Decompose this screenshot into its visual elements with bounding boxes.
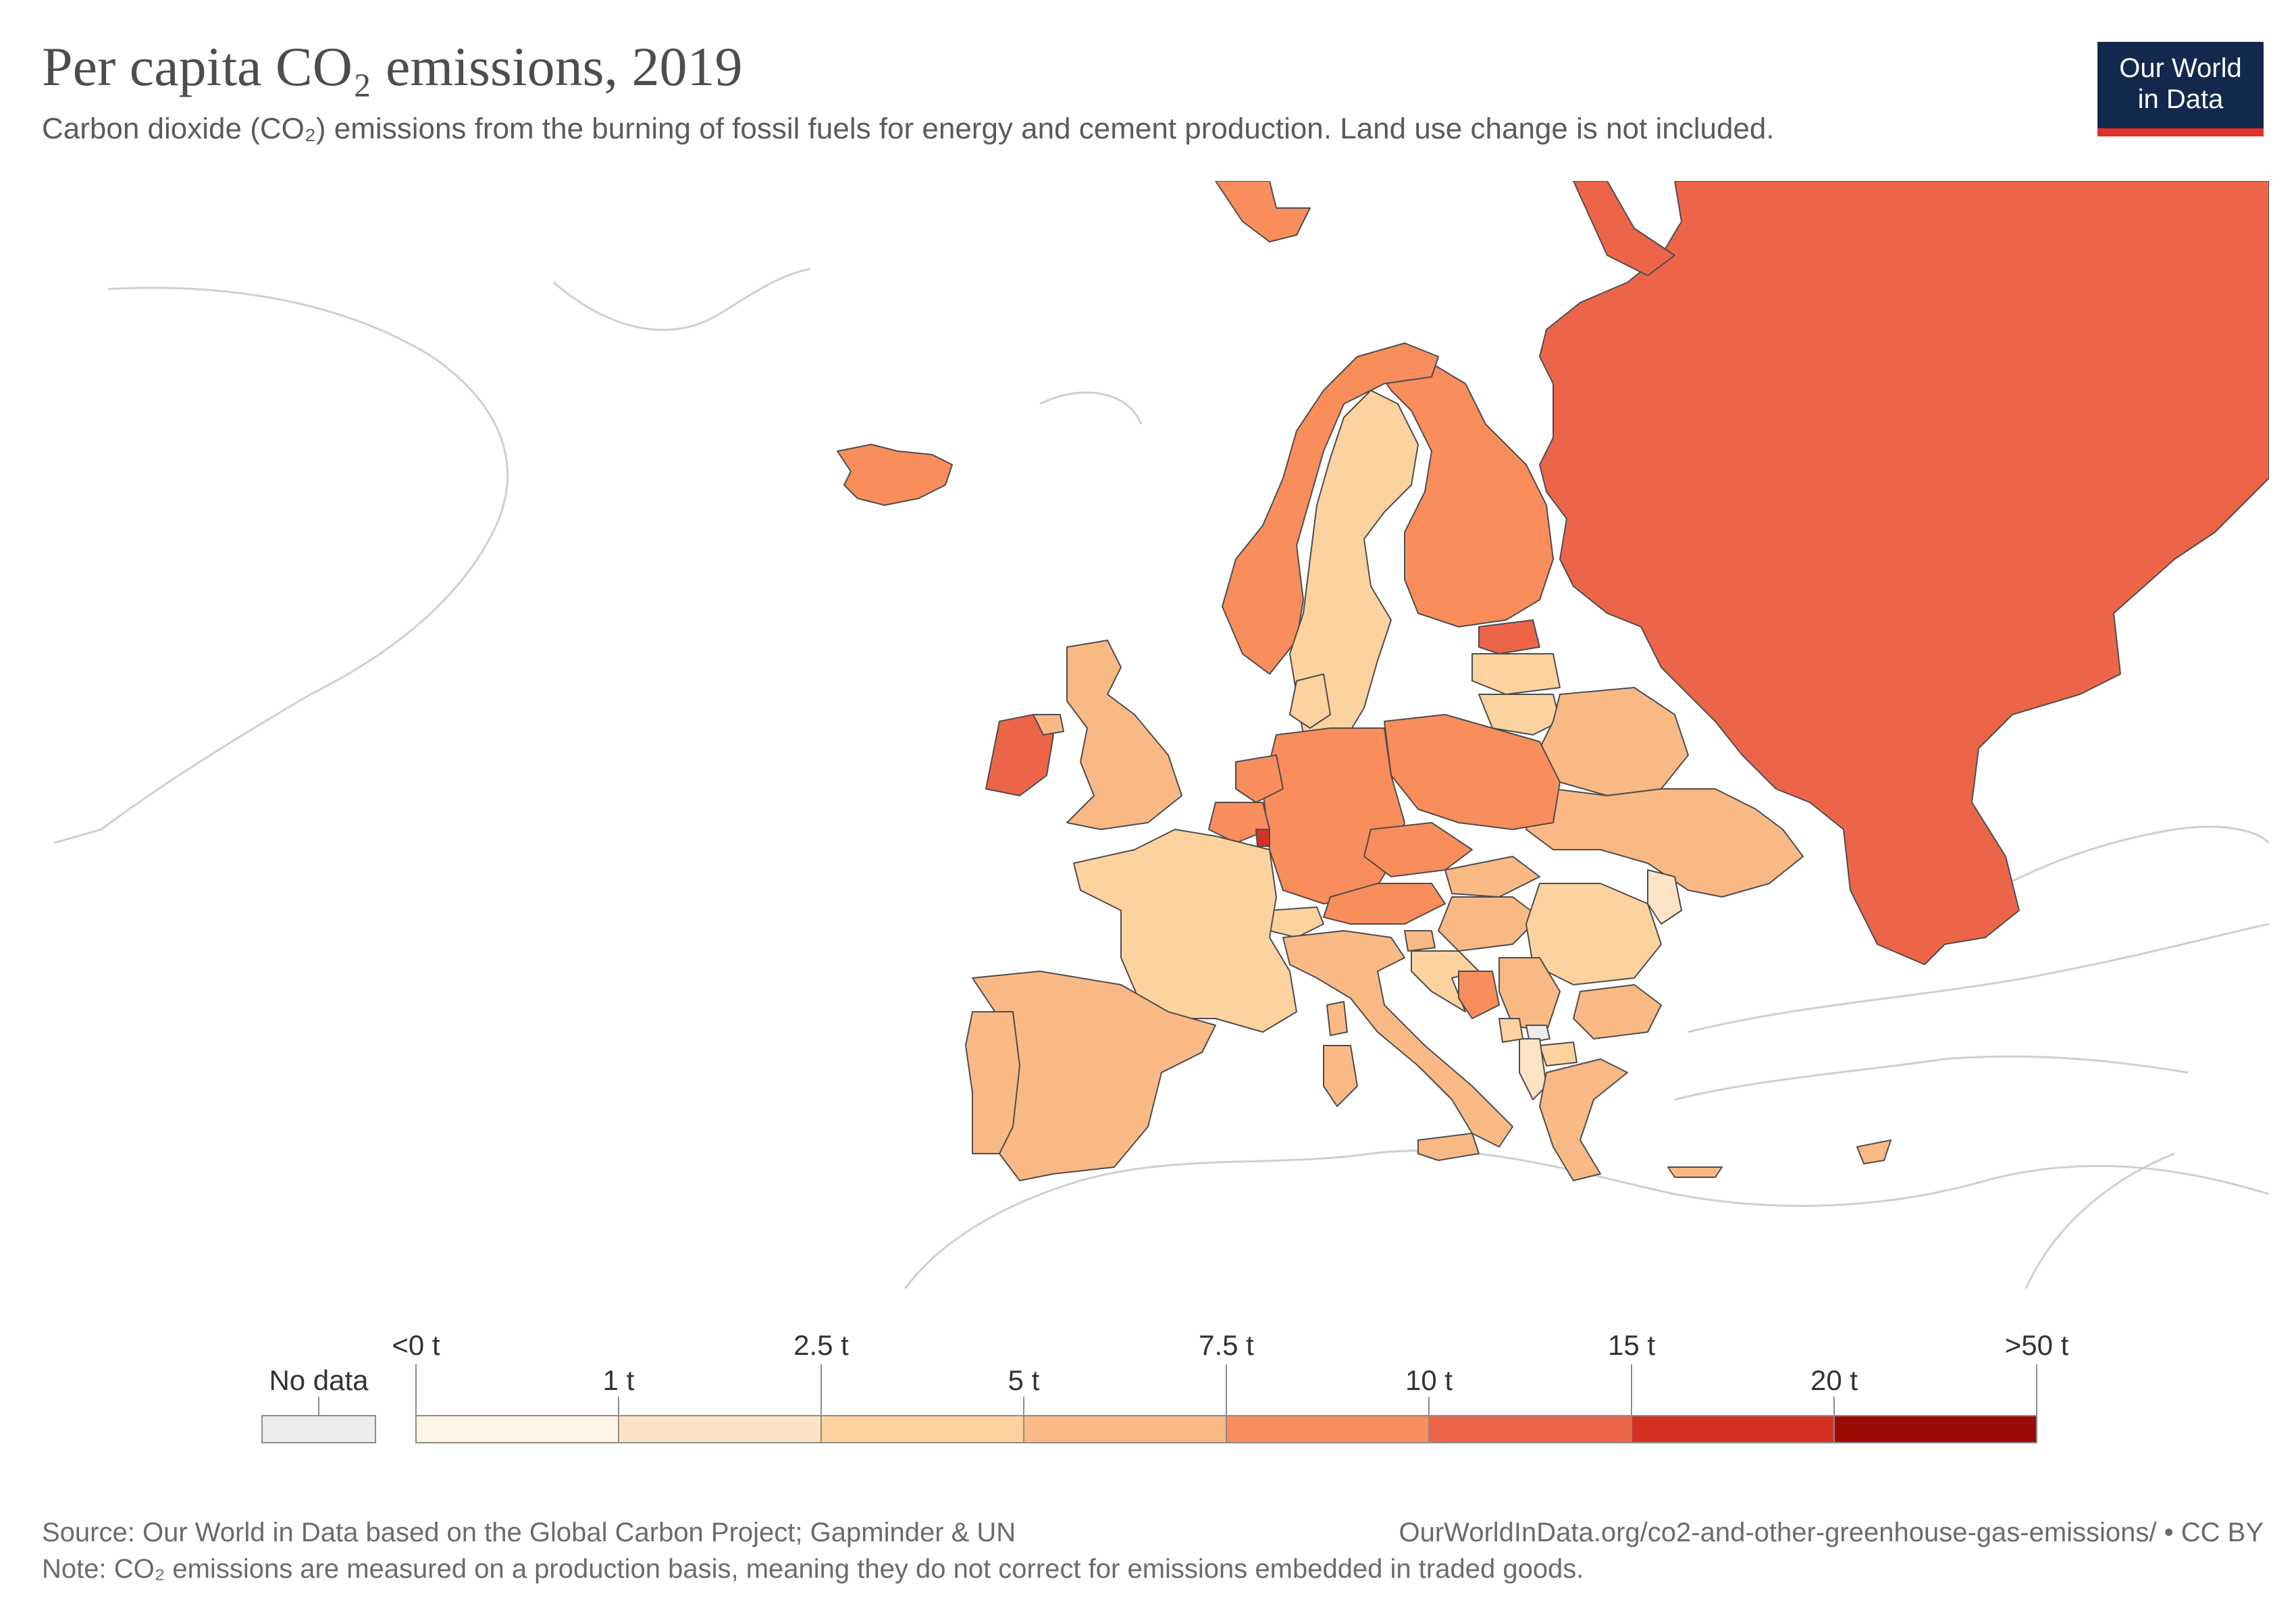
north-africa-outline xyxy=(904,1149,2269,1289)
legend-bin-7[interactable] xyxy=(1833,1415,2037,1443)
finland-region[interactable] xyxy=(1377,363,1554,627)
no-data-swatch[interactable] xyxy=(261,1415,376,1443)
owid-logo[interactable]: Our World in Data xyxy=(2097,42,2264,136)
source-text: Source: Our World in Data based on the G… xyxy=(42,1518,1016,1547)
legend-bin-2[interactable] xyxy=(820,1415,1024,1443)
note-text: Note: CO₂ emissions are measured on a pr… xyxy=(42,1554,1584,1584)
legend-tick-label-7: 20 t xyxy=(1810,1364,1858,1396)
north-macedonia-region[interactable] xyxy=(1539,1041,1577,1066)
cyprus-region[interactable] xyxy=(1856,1139,1891,1164)
legend-bin-0[interactable] xyxy=(415,1415,619,1443)
legend-tick-label-1: 1 t xyxy=(603,1364,635,1396)
poland-region[interactable] xyxy=(1384,714,1561,830)
novaya-zemlya-region[interactable] xyxy=(1573,181,1675,276)
montenegro-region[interactable] xyxy=(1498,1018,1523,1043)
legend-tick-label-5: 10 t xyxy=(1405,1364,1453,1396)
logo-line-2: in Data xyxy=(2137,84,2224,114)
chart-title: Per capita CO₂ emissions, 2019 xyxy=(42,36,743,97)
footer: Source: Our World in Data based on the G… xyxy=(42,1514,2264,1587)
latvia-region[interactable] xyxy=(1471,653,1561,695)
legend-tick-label-6: 15 t xyxy=(1608,1329,1655,1361)
luxembourg-region[interactable] xyxy=(1255,829,1270,847)
legend-bin-6[interactable] xyxy=(1631,1415,1835,1443)
belarus-region[interactable] xyxy=(1539,687,1689,796)
albania-region[interactable] xyxy=(1519,1038,1547,1100)
middle-east-outline xyxy=(1688,923,2269,1033)
canada-arctic-outline xyxy=(553,267,811,331)
color-legend: No data <0 t 1 t 2.5 t 5 t 7.5 t 10 t 15 t 20 t… xyxy=(261,1329,2069,1443)
crete-region[interactable] xyxy=(1667,1166,1723,1178)
logo-line-1: Our World xyxy=(2119,53,2242,83)
no-data-label: No data xyxy=(269,1364,369,1396)
legend-bin-5[interactable] xyxy=(1428,1415,1632,1443)
iceland-region[interactable] xyxy=(837,444,953,506)
portugal-region[interactable] xyxy=(965,1011,1020,1154)
austria-region[interactable] xyxy=(1323,883,1446,925)
italy-region[interactable] xyxy=(1282,930,1513,1148)
bosnia-region[interactable] xyxy=(1458,971,1500,1019)
legend-ticks: <0 t 1 t 2.5 t 5 t 7.5 t 10 t 15 t 20 t >50 t xyxy=(392,1329,2069,1443)
estonia-region[interactable] xyxy=(1478,619,1540,654)
russia-region[interactable] xyxy=(1539,181,2269,965)
corsica-region[interactable] xyxy=(1326,1001,1348,1036)
legend-tick-label-3: 5 t xyxy=(1008,1364,1040,1396)
moldova-region[interactable] xyxy=(1647,869,1682,925)
legend-tick-label-0: <0 t xyxy=(392,1329,440,1361)
hungary-region[interactable] xyxy=(1438,896,1540,952)
chart-subtitle: Carbon dioxide (CO₂) emissions from the … xyxy=(42,112,1775,145)
legend-tick-label-8: >50 t xyxy=(2005,1329,2069,1361)
arabia-outline xyxy=(2025,1152,2175,1289)
greece-region[interactable] xyxy=(1539,1058,1628,1181)
legend-bin-1[interactable] xyxy=(618,1415,822,1443)
legend-tick-label-2: 2.5 t xyxy=(793,1329,849,1361)
bulgaria-region[interactable] xyxy=(1573,984,1662,1039)
legend-tick-label-4: 7.5 t xyxy=(1199,1329,1254,1361)
lithuania-region[interactable] xyxy=(1478,694,1561,736)
romania-region[interactable] xyxy=(1525,883,1662,985)
svalbard-outline xyxy=(1039,391,1143,425)
kosovo-region xyxy=(1525,1025,1550,1043)
legend-bin-4[interactable] xyxy=(1226,1415,1430,1443)
source-url-link[interactable]: OurWorldInData.org/co2-and-other-greenho… xyxy=(1399,1518,2264,1547)
anatolia-outline xyxy=(1674,1055,2189,1101)
slovenia-region[interactable] xyxy=(1404,930,1436,952)
greenland-outline xyxy=(53,286,508,844)
europe-choropleth-map xyxy=(53,181,2269,1289)
france-region[interactable] xyxy=(1073,829,1297,1033)
uk-region[interactable] xyxy=(1066,640,1182,830)
legend-bins xyxy=(415,1415,2037,1443)
sicily-region[interactable] xyxy=(1417,1133,1480,1161)
switzerland-region[interactable] xyxy=(1269,906,1324,938)
sardinia-region[interactable] xyxy=(1323,1045,1358,1107)
northern-ireland-region[interactable] xyxy=(1033,714,1064,736)
denmark-region[interactable] xyxy=(1289,673,1331,729)
ukraine-region[interactable] xyxy=(1525,788,1804,898)
svalbard-region[interactable] xyxy=(1215,181,1311,242)
norway-region[interactable] xyxy=(1222,342,1439,675)
germany-region[interactable] xyxy=(1262,727,1405,904)
netherlands-region[interactable] xyxy=(1235,754,1284,803)
belgium-region[interactable] xyxy=(1208,802,1270,844)
slovakia-region[interactable] xyxy=(1444,856,1540,898)
legend-bin-3[interactable] xyxy=(1023,1415,1227,1443)
